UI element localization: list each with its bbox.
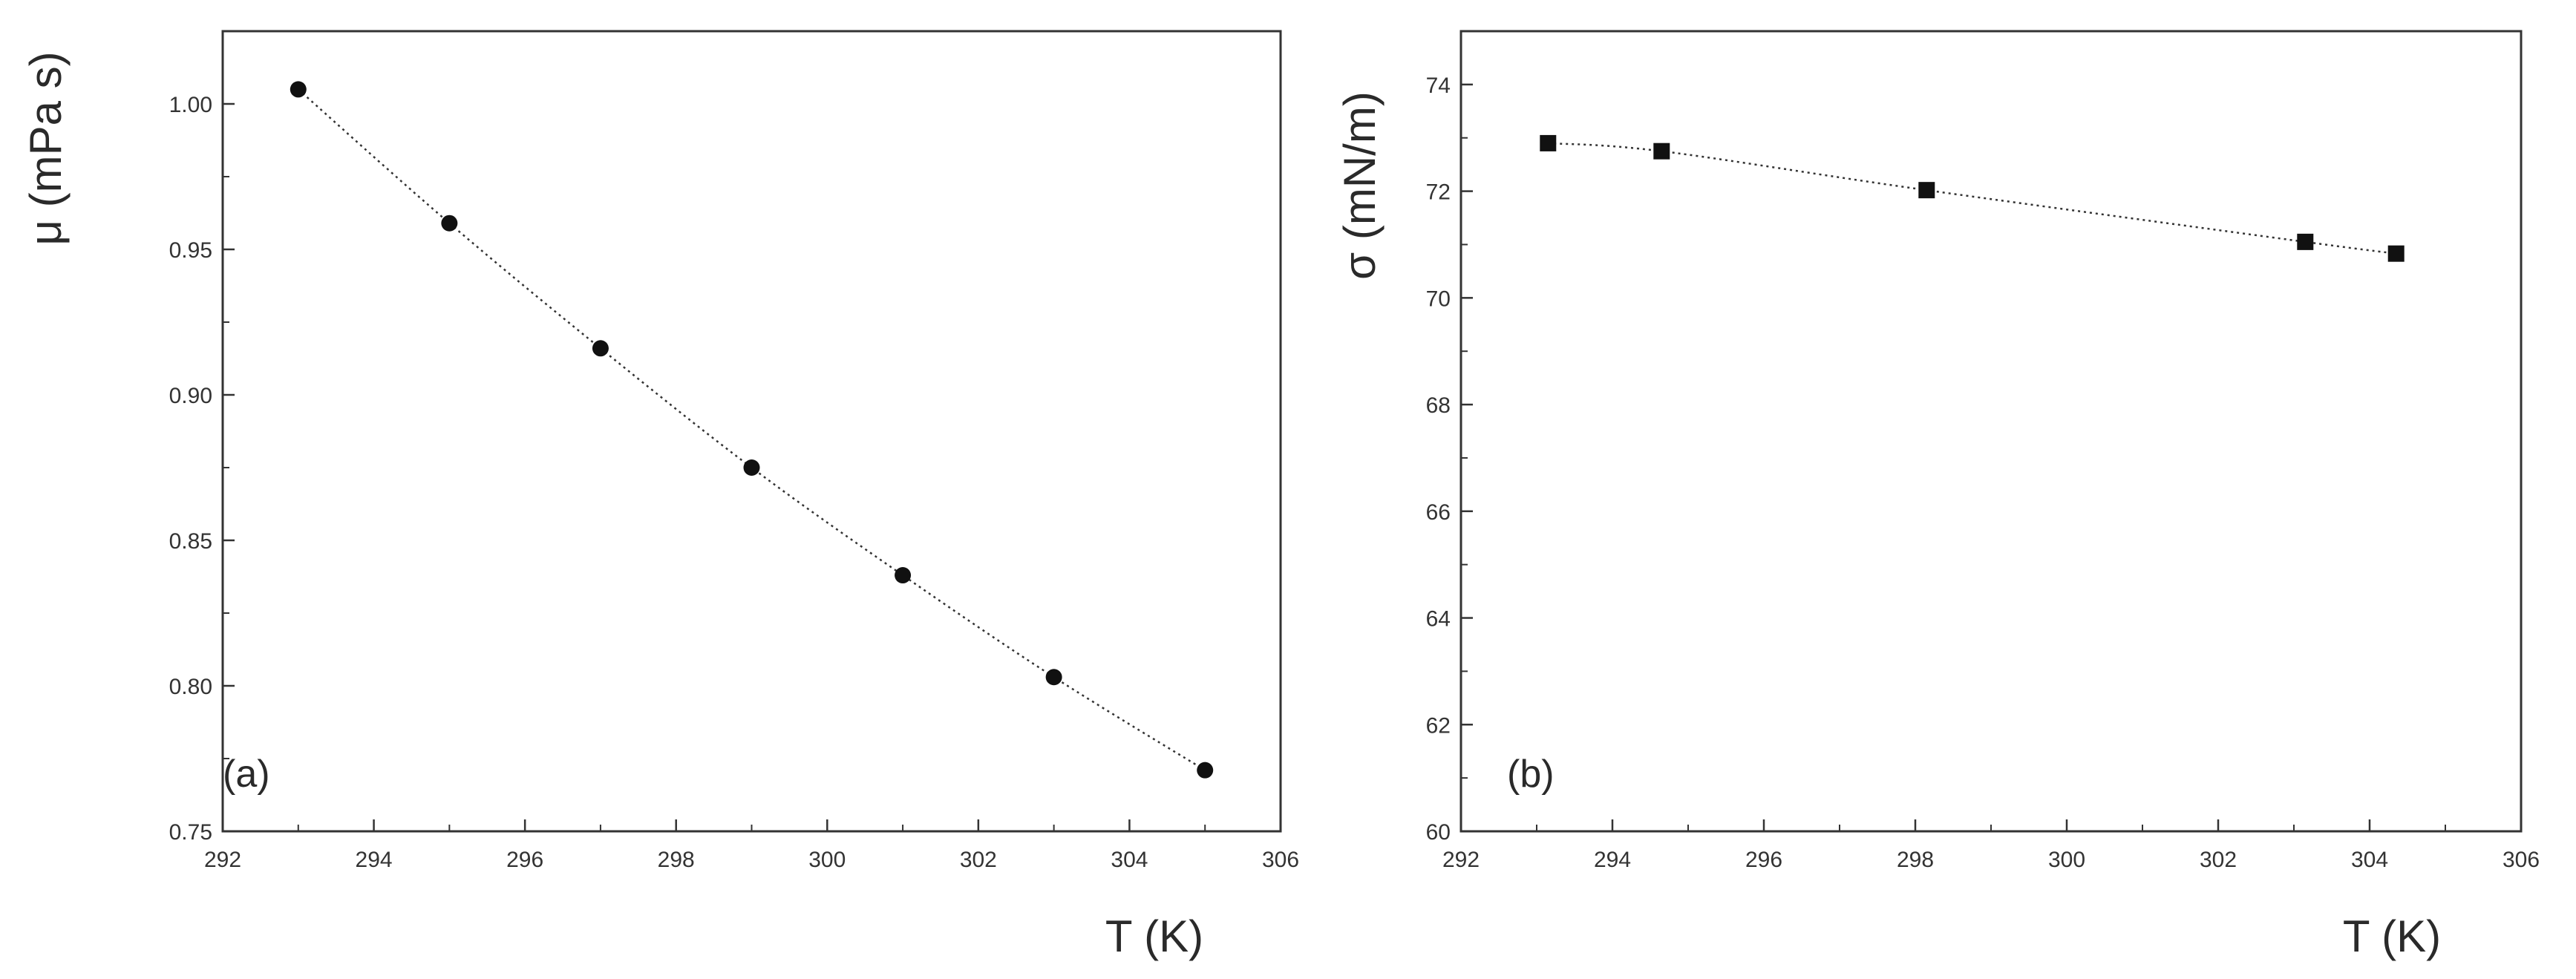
panel-b: 292 294 296 298 300 302 304 306 60 62 64 66 68 70 72 7… xyxy=(1335,30,2540,961)
y-axis-label: μ (mPa s) xyxy=(21,51,71,245)
series-line xyxy=(1548,142,2396,255)
data-point xyxy=(1197,762,1214,779)
data-point xyxy=(1653,143,1670,160)
x-tick-label: 300 xyxy=(2048,848,2085,872)
series-line xyxy=(297,88,1206,771)
y-tick-label: 0.90 xyxy=(169,384,212,408)
x-tick-label: 296 xyxy=(1745,848,1782,872)
data-point xyxy=(2297,233,2314,250)
data-point xyxy=(1045,669,1062,686)
plot-frame xyxy=(221,30,1282,833)
x-tick-label: 298 xyxy=(1897,848,1934,872)
y-tick-label: 74 xyxy=(1426,73,1451,98)
data-series xyxy=(1540,134,2405,262)
y-tick-label: 0.75 xyxy=(169,820,212,845)
x-tick-label: 294 xyxy=(356,848,393,872)
y-tick-label: 72 xyxy=(1426,180,1451,205)
x-tick-label: 298 xyxy=(658,848,695,872)
x-tick-labels: 292 294 296 298 300 302 304 306 xyxy=(204,848,1299,872)
panel-label: (b) xyxy=(1507,753,1555,796)
x-tick-label: 302 xyxy=(2200,848,2237,872)
y-tick-label: 0.95 xyxy=(169,238,212,263)
y-tick-label: 62 xyxy=(1426,713,1451,738)
y-tick-labels: 0.75 0.80 0.85 0.90 0.95 1.00 xyxy=(169,93,212,845)
y-axis-label: σ (mN/m) xyxy=(1335,91,1385,280)
data-series xyxy=(290,81,1214,779)
panel-a: 292 294 296 298 300 302 304 306 0.75 0.80 0.85 0.9… xyxy=(21,30,1299,961)
y-tick-label: 66 xyxy=(1426,500,1451,525)
axis-ticks xyxy=(1459,83,2523,833)
data-point xyxy=(2387,245,2405,262)
x-tick-label: 304 xyxy=(1111,848,1148,872)
data-point xyxy=(895,567,912,584)
x-tick-label: 296 xyxy=(506,848,543,872)
data-point xyxy=(1540,134,1557,151)
y-tick-label: 68 xyxy=(1426,393,1451,418)
axis-ticks xyxy=(221,102,1282,833)
x-tick-label: 302 xyxy=(960,848,997,872)
y-tick-labels: 60 62 64 66 68 70 72 74 xyxy=(1426,73,1451,845)
y-tick-label: 0.85 xyxy=(169,529,212,554)
data-point xyxy=(441,215,458,232)
data-point xyxy=(1918,182,1935,199)
data-point xyxy=(743,459,760,476)
data-point xyxy=(592,340,609,357)
x-tick-label: 292 xyxy=(1442,848,1480,872)
y-tick-label: 1.00 xyxy=(169,93,212,117)
x-axis-label: T (K) xyxy=(1105,911,1203,961)
plot-frame xyxy=(1459,30,2523,833)
y-tick-label: 0.80 xyxy=(169,675,212,699)
y-tick-label: 64 xyxy=(1426,607,1451,632)
x-axis-label: T (K) xyxy=(2343,911,2441,961)
x-tick-label: 292 xyxy=(204,848,241,872)
x-tick-label: 304 xyxy=(2351,848,2388,872)
y-tick-label: 70 xyxy=(1426,287,1451,311)
y-tick-label: 60 xyxy=(1426,820,1451,845)
x-tick-label: 306 xyxy=(2503,848,2540,872)
x-tick-label: 300 xyxy=(808,848,846,872)
x-tick-labels: 292 294 296 298 300 302 304 306 xyxy=(1442,848,2540,872)
panel-label: (a) xyxy=(223,753,270,796)
x-tick-label: 306 xyxy=(1262,848,1299,872)
x-tick-label: 294 xyxy=(1594,848,1631,872)
data-point xyxy=(290,81,307,98)
